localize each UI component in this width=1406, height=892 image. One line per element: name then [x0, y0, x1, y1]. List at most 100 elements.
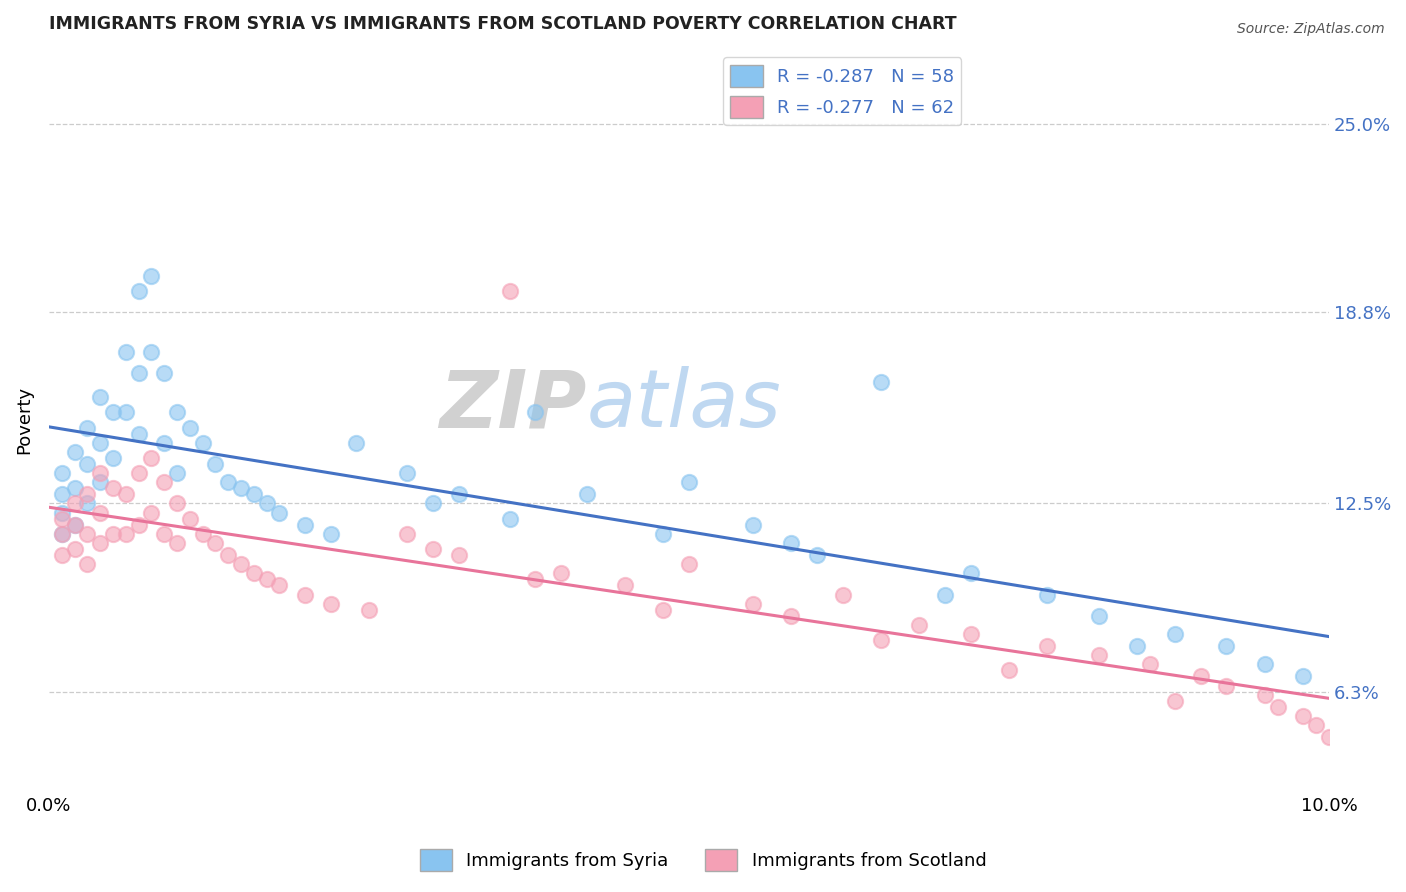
- Point: [51, 506, 73, 520]
- Point: [76, 420, 98, 434]
- Point: [1254, 688, 1277, 702]
- Point: [63, 517, 86, 532]
- Point: [128, 284, 150, 298]
- Point: [959, 566, 981, 581]
- Point: [76, 487, 98, 501]
- Point: [128, 466, 150, 480]
- Point: [269, 578, 291, 592]
- Point: [652, 526, 675, 541]
- Point: [1254, 657, 1277, 672]
- Point: [229, 481, 252, 495]
- Point: [1305, 718, 1327, 732]
- Point: [128, 366, 150, 380]
- Point: [101, 481, 124, 495]
- Point: [269, 506, 291, 520]
- Point: [191, 435, 214, 450]
- Point: [780, 536, 803, 550]
- Point: [89, 536, 111, 550]
- Point: [1317, 730, 1340, 744]
- Point: [179, 420, 201, 434]
- Y-axis label: Poverty: Poverty: [15, 386, 32, 454]
- Text: atlas: atlas: [586, 367, 782, 444]
- Point: [1215, 679, 1237, 693]
- Point: [76, 557, 98, 571]
- Point: [524, 572, 547, 586]
- Point: [114, 405, 136, 419]
- Point: [204, 457, 226, 471]
- Point: [1036, 639, 1059, 653]
- Point: [51, 466, 73, 480]
- Point: [63, 541, 86, 556]
- Point: [217, 475, 239, 490]
- Point: [357, 602, 380, 616]
- Point: [89, 435, 111, 450]
- Point: [51, 487, 73, 501]
- Point: [217, 548, 239, 562]
- Point: [908, 617, 931, 632]
- Point: [89, 466, 111, 480]
- Point: [998, 664, 1021, 678]
- Point: [524, 405, 547, 419]
- Point: [1036, 587, 1059, 601]
- Point: [1215, 639, 1237, 653]
- Point: [179, 511, 201, 525]
- Point: [447, 487, 470, 501]
- Point: [319, 597, 342, 611]
- Point: [89, 506, 111, 520]
- Point: [51, 526, 73, 541]
- Point: [1139, 657, 1161, 672]
- Point: [51, 526, 73, 541]
- Point: [422, 496, 444, 510]
- Point: [1189, 669, 1212, 683]
- Point: [204, 536, 226, 550]
- Point: [870, 375, 893, 389]
- Point: [870, 633, 893, 648]
- Point: [89, 390, 111, 404]
- Point: [499, 284, 522, 298]
- Point: [141, 506, 163, 520]
- Point: [166, 496, 188, 510]
- Point: [89, 475, 111, 490]
- Point: [101, 405, 124, 419]
- Point: [141, 344, 163, 359]
- Point: [550, 566, 572, 581]
- Point: [76, 496, 98, 510]
- Legend: R = -0.287   N = 58, R = -0.277   N = 62: R = -0.287 N = 58, R = -0.277 N = 62: [723, 57, 962, 125]
- Point: [294, 517, 316, 532]
- Point: [76, 526, 98, 541]
- Point: [831, 587, 853, 601]
- Point: [1087, 648, 1109, 663]
- Text: ZIP: ZIP: [439, 367, 586, 444]
- Point: [319, 526, 342, 541]
- Point: [76, 457, 98, 471]
- Point: [63, 481, 86, 495]
- Point: [613, 578, 636, 592]
- Point: [229, 557, 252, 571]
- Point: [166, 405, 188, 419]
- Point: [256, 572, 278, 586]
- Point: [806, 548, 828, 562]
- Point: [742, 597, 765, 611]
- Point: [1164, 627, 1187, 641]
- Point: [575, 487, 598, 501]
- Point: [959, 627, 981, 641]
- Point: [1267, 699, 1289, 714]
- Point: [191, 526, 214, 541]
- Point: [1292, 709, 1315, 723]
- Point: [678, 557, 700, 571]
- Point: [114, 344, 136, 359]
- Text: Source: ZipAtlas.com: Source: ZipAtlas.com: [1237, 22, 1385, 37]
- Point: [294, 587, 316, 601]
- Point: [652, 602, 675, 616]
- Point: [153, 435, 176, 450]
- Point: [153, 526, 176, 541]
- Point: [51, 548, 73, 562]
- Point: [51, 511, 73, 525]
- Point: [242, 566, 264, 581]
- Text: IMMIGRANTS FROM SYRIA VS IMMIGRANTS FROM SCOTLAND POVERTY CORRELATION CHART: IMMIGRANTS FROM SYRIA VS IMMIGRANTS FROM…: [49, 15, 956, 33]
- Point: [141, 268, 163, 283]
- Point: [1126, 639, 1149, 653]
- Point: [1087, 608, 1109, 623]
- Point: [934, 587, 956, 601]
- Point: [396, 526, 419, 541]
